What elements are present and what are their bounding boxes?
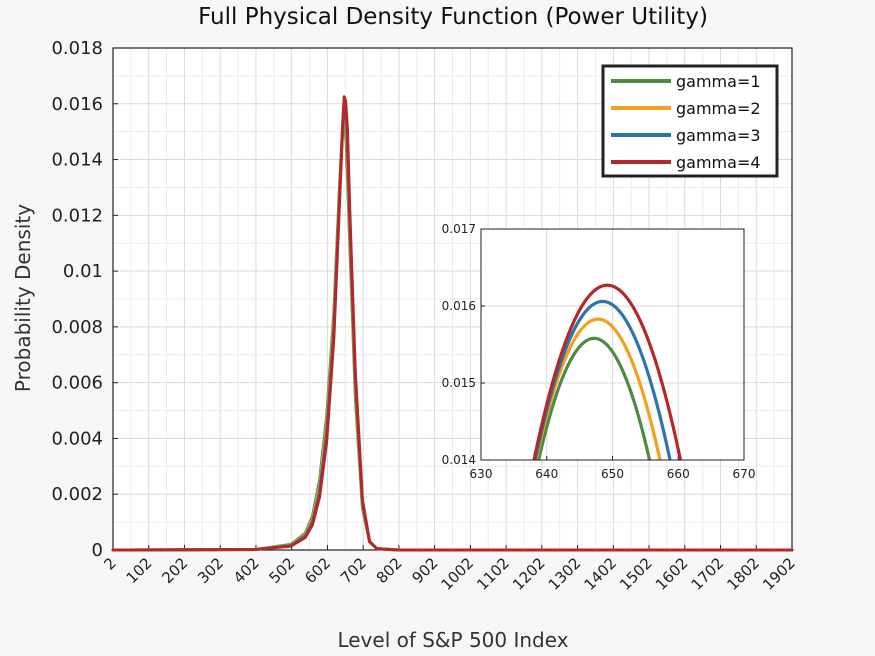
x-tick-label: 1502 <box>616 554 656 594</box>
x-tick-label: 1202 <box>509 554 549 594</box>
y-tick-label: 0 <box>92 540 103 561</box>
x-tick-label: 202 <box>158 554 191 587</box>
y-tick-label: 0.008 <box>51 317 103 338</box>
inset-x-tick-label: 660 <box>667 467 690 481</box>
x-tick-label: 1402 <box>580 554 620 594</box>
legend-label: gamma=3 <box>676 126 761 145</box>
series-line-gamma=4 <box>111 95 794 552</box>
y-tick-label: 0.006 <box>51 373 103 394</box>
x-tick-label: 1102 <box>473 554 513 594</box>
x-tick-label: 502 <box>266 554 299 587</box>
y-tick-label: 0.014 <box>51 150 103 171</box>
inset-x-tick-label: 630 <box>470 467 493 481</box>
legend-label: gamma=1 <box>676 72 761 91</box>
x-tick-label: 1002 <box>437 554 477 594</box>
x-tick-label: 2 <box>100 554 119 573</box>
x-tick-label: 602 <box>301 554 334 587</box>
x-tick-label: 1302 <box>545 554 585 594</box>
legend-box <box>601 64 779 178</box>
y-axis-label: Probability Density <box>11 204 35 392</box>
inset-x-tick-label: 650 <box>601 467 624 481</box>
y-tick-label: 0.002 <box>51 484 103 505</box>
inset-x-tick-label: 640 <box>535 467 558 481</box>
y-tick-label: 0.016 <box>51 94 103 115</box>
x-tick-label: 1602 <box>652 554 692 594</box>
inset-series-line-4 <box>532 283 683 460</box>
inset-series-line-1 <box>536 336 652 460</box>
chart-title: Full Physical Density Function (Power Ut… <box>198 4 708 30</box>
y-tick-label: 0.018 <box>51 38 103 59</box>
x-tick-label: 302 <box>194 554 227 587</box>
x-tick-label: 402 <box>230 554 263 587</box>
y-tick-label: 0.01 <box>63 261 103 282</box>
x-axis-label: Level of S&P 500 Index <box>337 628 568 652</box>
x-tick-label: 1902 <box>759 554 799 594</box>
legend: gamma=1 gamma=2 gamma=3 gamma=4 <box>601 64 779 178</box>
x-tick-label: 102 <box>123 554 156 587</box>
x-tick-label: 1702 <box>688 554 728 594</box>
inset-series-line-3 <box>533 299 672 460</box>
inset-curves <box>532 283 683 460</box>
inset-series-line-2 <box>534 317 662 460</box>
x-tick-label: 902 <box>408 554 441 587</box>
y-tick-label: 0.012 <box>51 205 103 226</box>
inset-y-tick-label: 0.014 <box>442 453 476 467</box>
legend-label: gamma=4 <box>676 153 761 172</box>
x-tick-label: 702 <box>337 554 370 587</box>
inset-y-tick-label: 0.015 <box>442 376 476 390</box>
x-tick-label: 1802 <box>723 554 763 594</box>
inset-y-tick-label: 0.017 <box>442 222 476 236</box>
legend-label: gamma=2 <box>676 99 761 118</box>
x-tick-label: 802 <box>373 554 406 587</box>
inset-plot-area: 630 640 650 660 670 0.014 0.015 0.016 0.017 <box>442 222 756 481</box>
y-tick-label: 0.004 <box>51 428 103 449</box>
inset-x-tick-label: 670 <box>733 467 756 481</box>
inset-y-tick-label: 0.016 <box>442 299 476 313</box>
inset-frame <box>480 228 745 461</box>
